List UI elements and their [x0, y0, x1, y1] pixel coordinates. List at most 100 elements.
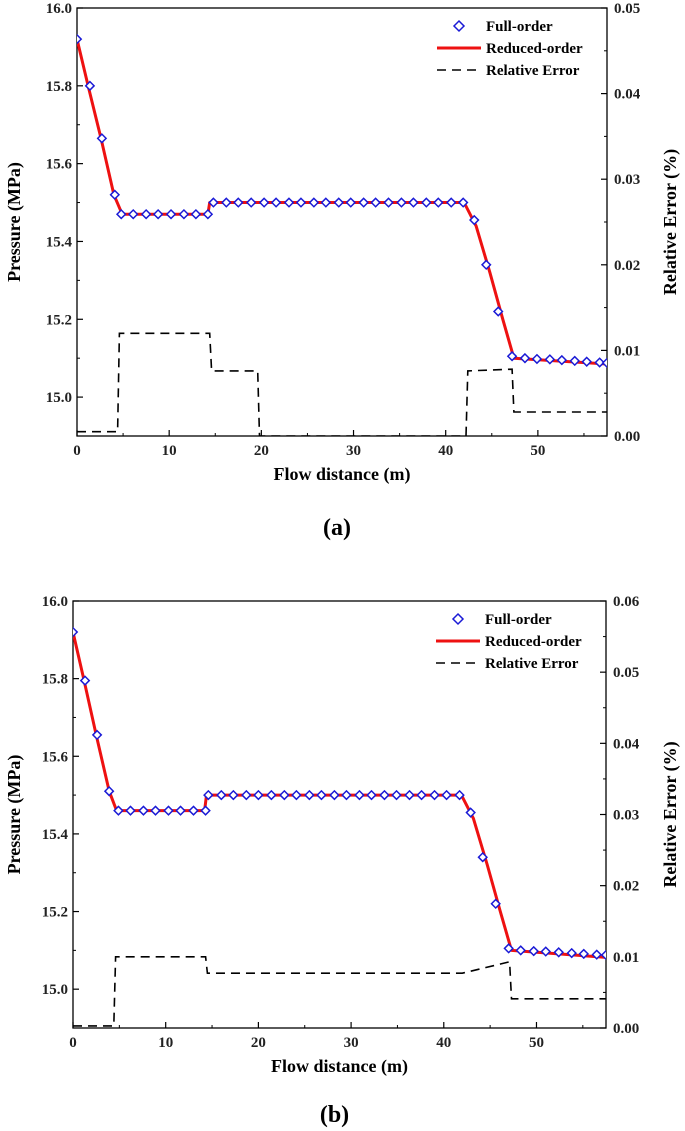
- full-order-point: [480, 259, 492, 271]
- full-order-point: [556, 354, 568, 366]
- full-order-point: [216, 789, 227, 801]
- y-tick-label: 15.4: [46, 234, 73, 250]
- full-order-point: [320, 197, 332, 208]
- full-order-point: [221, 197, 232, 208]
- full-order-point: [165, 208, 177, 220]
- y2-axis-title: Relative Error (%): [660, 149, 681, 295]
- y2-tick-label: 0.01: [614, 343, 640, 359]
- chart-panel-a: 0 10 20 30 40 50 15.0 15.2 15.4 15.6 15.8 16.0 0.00 0…: [4, 1, 681, 541]
- x-tick-label: 10: [162, 443, 177, 459]
- legend: Full-order Reduced-order Relative Error: [437, 19, 583, 79]
- full-order-point: [113, 805, 124, 816]
- full-order-point: [408, 197, 419, 208]
- full-order-point: [140, 208, 152, 220]
- full-order-point: [203, 789, 214, 801]
- full-order-point: [581, 356, 592, 367]
- full-order-point: [175, 805, 186, 816]
- x-tick-label: 30: [346, 443, 361, 459]
- full-order-point: [540, 946, 552, 957]
- full-order-point: [441, 789, 452, 801]
- legend: Full-order Reduced-order Relative Error: [436, 612, 582, 672]
- full-order-point: [200, 805, 211, 816]
- y2-axis-title: Relative Error (%): [660, 741, 681, 887]
- full-order-point: [308, 197, 320, 208]
- full-order-point: [150, 805, 161, 816]
- x-tick-label: 0: [69, 1035, 77, 1051]
- full-order-point: [228, 789, 239, 801]
- y-tick-label: 16.0: [42, 594, 68, 610]
- y-tick-label: 15.0: [46, 390, 72, 406]
- y-axis-title: Pressure (MPa): [4, 755, 25, 875]
- full-order-point: [138, 805, 149, 816]
- x-tick-label: 50: [529, 1035, 544, 1051]
- full-order-point: [396, 197, 407, 208]
- x-axis-title: Flow distance (m): [271, 1056, 408, 1077]
- panel-label: (a): [323, 515, 351, 541]
- full-order-point: [601, 357, 607, 369]
- full-order-point: [515, 945, 526, 956]
- x-tick-label: 40: [436, 1035, 451, 1051]
- full-order-point: [445, 197, 457, 208]
- full-order-point: [591, 949, 602, 960]
- full-order-point: [569, 355, 580, 367]
- full-order-point: [163, 805, 174, 816]
- full-order-point: [241, 789, 252, 801]
- legend-reduced-order-label: Reduced-order: [486, 41, 583, 57]
- x-tick-label: 0: [73, 443, 81, 459]
- full-order-point: [316, 789, 327, 801]
- full-order-point: [578, 948, 590, 960]
- full-order-point: [544, 354, 556, 365]
- x-axis-title: Flow distance (m): [274, 464, 411, 485]
- full-order-point: [404, 789, 415, 801]
- panel-label: (b): [320, 1102, 349, 1128]
- y-tick-label: 15.4: [42, 827, 69, 843]
- full-order-point: [91, 729, 103, 741]
- full-order-point: [233, 197, 244, 208]
- full-order-point: [115, 208, 127, 220]
- full-order-point: [291, 789, 302, 801]
- full-order-point: [503, 943, 514, 954]
- full-order-point: [383, 197, 394, 208]
- y2-tick-label: 0.01: [613, 950, 639, 966]
- y2-tick-label: 0.02: [614, 258, 640, 274]
- full-order-point: [370, 197, 381, 208]
- full-order-point: [258, 197, 270, 208]
- series-relative-error-line: [77, 332, 607, 436]
- full-order-point: [245, 197, 257, 208]
- legend-full-order-label: Full-order: [486, 19, 553, 35]
- full-order-point: [421, 197, 432, 208]
- chart-panel-b: 0 10 20 30 40 50 15.0 15.2 15.4 15.6 15.8 16.0 0.00 0…: [4, 594, 681, 1128]
- legend-relative-error-label: Relative Error: [486, 63, 580, 79]
- full-order-point: [553, 947, 564, 958]
- full-order-point: [190, 208, 202, 220]
- full-order-point: [329, 789, 340, 801]
- full-order-point: [266, 789, 277, 801]
- y-tick-label: 15.0: [42, 982, 68, 998]
- y2-tick-label: 0.02: [613, 879, 639, 895]
- full-order-point: [79, 675, 91, 686]
- full-order-point: [379, 789, 390, 801]
- y-axis-title: Pressure (MPa): [4, 162, 25, 282]
- y2-tick-label: 0.00: [613, 1021, 639, 1037]
- full-order-point: [283, 197, 295, 208]
- x-tick-label: 30: [344, 1035, 359, 1051]
- y2-tick-label: 0.04: [613, 736, 640, 752]
- y-tick-label: 15.6: [46, 157, 73, 173]
- full-order-point: [178, 208, 190, 220]
- full-order-point: [469, 214, 480, 226]
- y-tick-label: 15.8: [42, 672, 68, 688]
- x-tick-label: 20: [251, 1035, 266, 1051]
- full-order-point: [188, 805, 199, 816]
- full-order-point: [492, 306, 504, 317]
- full-order-point: [73, 626, 79, 638]
- legend-full-order-marker: [451, 612, 465, 626]
- full-order-point: [433, 197, 444, 208]
- full-order-point: [600, 949, 606, 961]
- x-tick-label: 10: [158, 1035, 173, 1051]
- y2-tick-label: 0.03: [613, 808, 639, 824]
- full-order-point: [295, 197, 307, 208]
- full-order-point: [333, 197, 345, 208]
- full-order-point: [270, 197, 282, 208]
- y2-tick-label: 0.00: [614, 429, 640, 445]
